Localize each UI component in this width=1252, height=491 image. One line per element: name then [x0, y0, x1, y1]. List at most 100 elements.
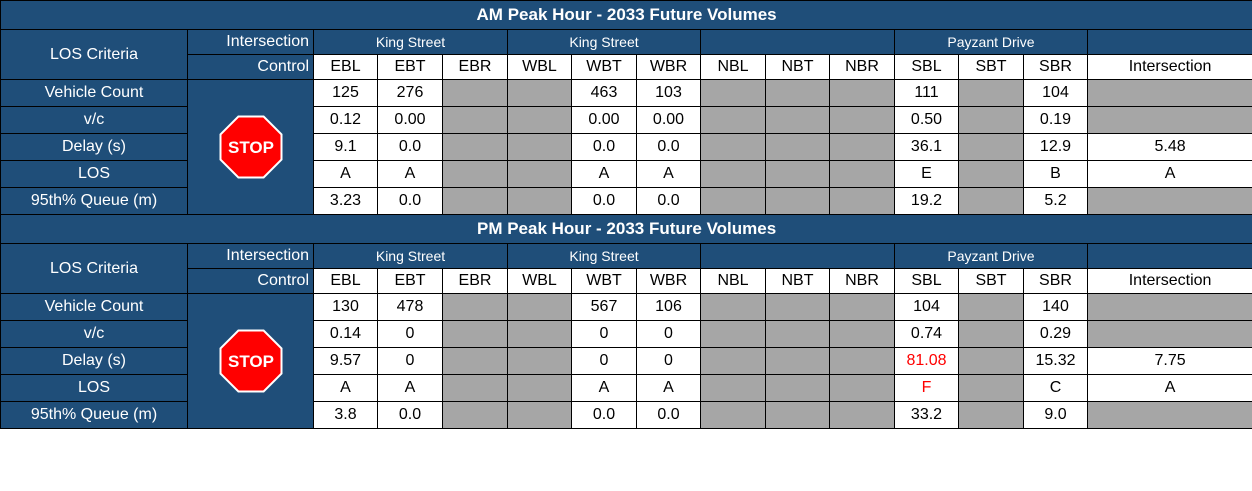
intersection-value: 7.75: [1086, 347, 1252, 375]
control-top: Intersection: [187, 29, 314, 55]
empty-cell: [1086, 79, 1252, 107]
value-cell: E: [894, 160, 959, 188]
empty-cell: [958, 320, 1024, 348]
empty-cell: [700, 79, 766, 107]
value-cell: A: [571, 374, 637, 402]
row: Vehicle Count STOP 130 478 567 106 104 140: [0, 293, 1252, 429]
street-group: Payzant Drive: [894, 29, 1088, 55]
los-criteria: LOS Criteria: [0, 243, 188, 294]
empty-cell: [829, 160, 895, 188]
movement: EBL: [313, 54, 378, 80]
value-cell: 0.12: [313, 106, 378, 134]
value-cell: 0.14: [313, 320, 378, 348]
value-cell: 0: [636, 347, 701, 375]
value-cell: 0.00: [571, 106, 637, 134]
row-label: Delay (s): [0, 133, 188, 161]
movement: EBL: [313, 268, 378, 294]
empty-cell: [1086, 106, 1252, 134]
movement: NBR: [829, 268, 895, 294]
value-cell: A: [571, 160, 637, 188]
value-cell: 103: [636, 79, 701, 107]
row: LOS Criteria Intersection King Street King …: [0, 29, 1252, 80]
empty-cell: [1086, 320, 1252, 348]
value-cell: 0: [377, 347, 443, 375]
value-cell: 0: [377, 320, 443, 348]
value-cell: B: [1023, 160, 1088, 188]
value-cell: C: [1023, 374, 1088, 402]
row: PM Peak Hour - 2033 Future Volumes: [0, 214, 1252, 244]
movement: SBL: [894, 54, 959, 80]
empty-cell: [700, 187, 766, 215]
movement: SBR: [1023, 54, 1088, 80]
value-cell: 104: [1023, 79, 1088, 107]
value-cell: 3.8: [313, 401, 378, 429]
empty-cell: [700, 320, 766, 348]
street-group: King Street: [313, 29, 508, 55]
value-cell: 478: [377, 293, 443, 321]
empty-cell: [442, 133, 508, 161]
value-cell: 0.29: [1023, 320, 1088, 348]
value-cell: 140: [1023, 293, 1088, 321]
street-group: [700, 243, 895, 269]
movement: NBT: [765, 268, 830, 294]
value-cell: 0: [636, 320, 701, 348]
row: 95th% Queue (m) 3.23 0.0 0.0 0.0 19.2 5.2: [0, 187, 1252, 215]
row-label: 95th% Queue (m): [0, 187, 188, 215]
value-cell: 0.00: [636, 106, 701, 134]
value-cell: 81.08: [894, 347, 959, 375]
empty-cell: [958, 106, 1024, 134]
value-cell: A: [636, 160, 701, 188]
empty-cell: [700, 160, 766, 188]
movement: SBL: [894, 268, 959, 294]
intersection-header: Intersection: [1086, 54, 1252, 80]
stop-text: STOP: [228, 138, 274, 157]
empty-cell: [829, 401, 895, 429]
row: 95th% Queue (m) 3.8 0.0 0.0 0.0 33.2 9.0: [0, 401, 1252, 429]
value-cell: 276: [377, 79, 443, 107]
value-cell: 9.0: [1023, 401, 1088, 429]
empty-cell: [507, 106, 572, 134]
movement: SBT: [958, 268, 1024, 294]
empty-cell: [442, 160, 508, 188]
empty-cell: [700, 347, 766, 375]
value-cell: 5.2: [1023, 187, 1088, 215]
movement: WBT: [571, 54, 637, 80]
empty-cell: [829, 293, 895, 321]
value-cell: 9.57: [313, 347, 378, 375]
stop-sign: STOP: [219, 329, 282, 393]
stop-octagon: [219, 329, 282, 393]
empty-cell: [507, 160, 572, 188]
empty-cell: [507, 187, 572, 215]
empty-cell: [765, 106, 830, 134]
empty-cell: [507, 374, 572, 402]
empty-cell: [507, 79, 572, 107]
movement: NBR: [829, 54, 895, 80]
intersection-group: [1086, 243, 1252, 269]
value-cell: 0.0: [377, 133, 443, 161]
value-cell: 0.19: [1023, 106, 1088, 134]
empty-cell: [765, 187, 830, 215]
empty-cell: [1086, 293, 1252, 321]
empty-cell: [442, 320, 508, 348]
empty-cell: [958, 133, 1024, 161]
movement: EBT: [377, 54, 443, 80]
stop-text: STOP: [228, 352, 274, 371]
row-label: LOS: [0, 374, 188, 402]
intersection-value: 5.48: [1086, 133, 1252, 161]
value-cell: 130: [313, 293, 378, 321]
control-top: Intersection: [187, 243, 314, 269]
row: LOS A A A A E B A: [0, 160, 1252, 188]
value-cell: 0.0: [377, 187, 443, 215]
row: Delay (s) 9.1 0.0 0.0 0.0 36.1 12.9 5.48: [0, 133, 1252, 161]
value-cell: 463: [571, 79, 637, 107]
street-group: King Street: [313, 243, 508, 269]
empty-cell: [507, 320, 572, 348]
empty-cell: [700, 293, 766, 321]
value-cell: 567: [571, 293, 637, 321]
empty-cell: [700, 374, 766, 402]
empty-cell: [958, 160, 1024, 188]
row: Vehicle Count STOP 125 276 463 103 111 104: [0, 79, 1252, 215]
section-title: PM Peak Hour - 2033 Future Volumes: [0, 214, 1252, 244]
empty-cell: [829, 79, 895, 107]
